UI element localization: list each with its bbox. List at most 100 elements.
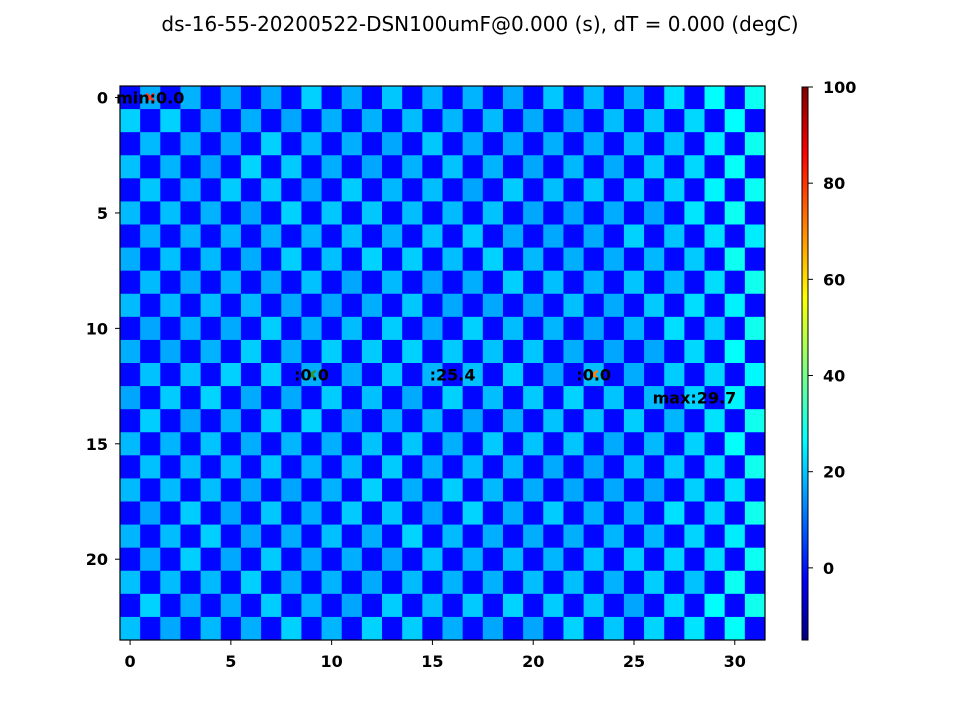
heatmap-cell: [261, 201, 282, 225]
heatmap-cell: [442, 316, 464, 341]
heatmap-cell: [583, 386, 605, 410]
colorbar-tick-label: 20: [823, 463, 845, 482]
heatmap-cell: [664, 224, 685, 248]
heatmap-cell: [724, 86, 746, 110]
heatmap-cell: [543, 432, 564, 456]
heatmap-cell: [120, 593, 141, 618]
heatmap-cell: [704, 316, 726, 341]
heatmap-cell: [200, 616, 222, 641]
heatmap-cell: [704, 155, 726, 179]
heatmap-cell: [523, 501, 544, 525]
heatmap-cell: [422, 86, 443, 110]
heatmap-cell: [502, 201, 524, 225]
heatmap-cell: [563, 178, 584, 202]
heatmap-cell: [160, 570, 181, 595]
heatmap-cell: [462, 201, 484, 225]
heatmap-cell: [240, 616, 262, 641]
heatmap-cell: [724, 386, 746, 410]
heatmap-cell: [120, 132, 141, 156]
heatmap-cell: [664, 524, 685, 549]
heatmap-cell: [644, 478, 665, 502]
heatmap-cell: [200, 386, 222, 410]
heatmap-cell: [220, 616, 242, 641]
heatmap-cell: [523, 155, 544, 179]
heatmap-cell: [623, 109, 645, 133]
heatmap-cell: [482, 247, 504, 272]
heatmap-cell: [462, 386, 484, 410]
heatmap-cell: [261, 270, 282, 295]
heatmap-cell: [422, 293, 443, 318]
heatmap-cell: [120, 455, 141, 479]
heatmap-cell: [301, 178, 322, 202]
heatmap-cell: [220, 501, 242, 525]
heatmap-cell: [341, 570, 363, 595]
heatmap-cell: [563, 386, 584, 410]
heatmap-cell: [462, 524, 484, 549]
heatmap-cell: [684, 339, 705, 364]
heatmap-cell: [442, 178, 464, 202]
heatmap-cell: [240, 270, 262, 295]
heatmap-cell: [523, 293, 544, 318]
heatmap-cell: [301, 524, 322, 549]
heatmap-cell: [442, 293, 464, 318]
heatmap-cell: [623, 201, 645, 225]
heatmap-cell: [361, 478, 383, 502]
heatmap-cell: [180, 432, 202, 456]
heatmap-cell: [160, 386, 181, 410]
heatmap-cell: [220, 201, 242, 225]
heatmap-cell: [623, 593, 645, 618]
heatmap-cell: [543, 386, 564, 410]
heatmap-cell: [261, 524, 282, 549]
heatmap-cell: [462, 547, 484, 572]
heatmap-cell: [563, 132, 584, 156]
heatmap-cell: [684, 570, 705, 595]
heatmap-cell: [442, 524, 464, 549]
heatmap-cell: [120, 432, 141, 456]
heatmap-cell: [704, 224, 726, 248]
heatmap-cell: [603, 178, 625, 202]
heatmap-cell: [220, 455, 242, 479]
heatmap-cell: [724, 339, 746, 364]
heatmap-cell: [261, 247, 282, 272]
heatmap-cell: [644, 501, 665, 525]
heatmap-cell: [563, 247, 584, 272]
heatmap-cell: [301, 293, 322, 318]
heatmap-cell: [543, 455, 564, 479]
heatmap-cell: [623, 155, 645, 179]
heatmap-cell: [160, 224, 181, 248]
heatmap-cell: [240, 155, 262, 179]
heatmap-cell: [180, 270, 202, 295]
annotation-marker: [145, 92, 156, 103]
heatmap-cell: [261, 501, 282, 525]
heatmap-cell: [724, 270, 746, 295]
heatmap-cell: [684, 86, 705, 110]
heatmap-cell: [301, 86, 322, 110]
heatmap-cell: [523, 109, 544, 133]
heatmap-cell: [422, 109, 443, 133]
heatmap-cell: [140, 155, 161, 179]
heatmap-cell: [281, 178, 302, 202]
heatmap-cell: [402, 201, 423, 225]
heatmap-cell: [583, 409, 605, 433]
heatmap-cell: [281, 155, 302, 179]
heatmap-cell: [321, 247, 343, 272]
heatmap-cell: [422, 478, 443, 502]
heatmap-cell: [623, 455, 645, 479]
heatmap-cell: [543, 478, 564, 502]
heatmap-cell: [361, 593, 383, 618]
heatmap-cell: [402, 501, 423, 525]
heatmap-cell: [361, 547, 383, 572]
heatmap-cell: [724, 501, 746, 525]
heatmap-cell: [281, 455, 302, 479]
heatmap-cell: [240, 409, 262, 433]
heatmap-cell: [382, 224, 403, 248]
heatmap-cell: [180, 224, 202, 248]
heatmap-cell: [583, 109, 605, 133]
heatmap-cell: [724, 109, 746, 133]
heatmap-cell: [341, 478, 363, 502]
heatmap-cell: [644, 86, 665, 110]
heatmap-cell: [502, 386, 524, 410]
heatmap-cell: [180, 547, 202, 572]
heatmap-cell: [140, 270, 161, 295]
